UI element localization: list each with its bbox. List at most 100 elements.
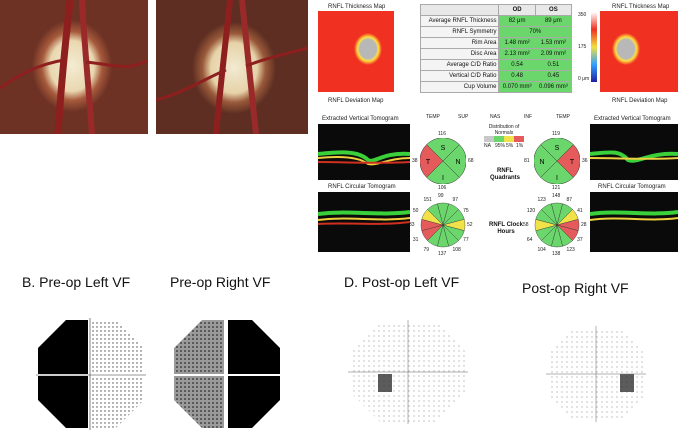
- vf-post-op-right: [546, 326, 646, 422]
- quad-od-s: S: [441, 145, 446, 152]
- value-od: 82 μm: [498, 15, 536, 27]
- legend-swatches: [484, 136, 524, 142]
- vertical-tomogram-title-od: Extracted Vertical Tomogram: [322, 116, 399, 122]
- quad-od-top-value: 116: [438, 131, 446, 137]
- clock-hours-label: RNFL Clock Hours: [489, 222, 523, 235]
- value-od: 0.54: [498, 59, 536, 71]
- quad-os-left-value: 81: [524, 158, 530, 164]
- axis-temp-1: TEMP: [426, 114, 440, 120]
- quad-od-i: I: [442, 175, 444, 182]
- value-symmetry: 70%: [498, 26, 572, 38]
- clock-value: 41: [577, 207, 583, 214]
- vertical-tomogram-os: [590, 124, 678, 180]
- clock-value: 148: [552, 193, 561, 199]
- rnfl-summary-table: OD OS Average RNFL Thickness 82 μm 89 μm RN…: [419, 4, 573, 93]
- clock-sector: [541, 203, 558, 226]
- value-os: 0.45: [534, 70, 573, 82]
- clock-value: 104: [537, 247, 546, 254]
- fundus-photo-right: [155, 0, 309, 135]
- clock-value: 52: [467, 222, 473, 228]
- header-od: OD: [498, 4, 536, 16]
- clock-sector: [427, 203, 444, 226]
- clock-value: 28: [581, 222, 587, 228]
- vf-post-op-left: [348, 320, 468, 424]
- circular-tomogram-od: [318, 192, 410, 252]
- quad-os-t: T: [570, 159, 575, 166]
- thickness-map-title-os: RNFL Thickness Map: [612, 4, 670, 10]
- value-od: 0.070 mm³: [498, 81, 536, 93]
- clock-value: 50: [412, 207, 419, 214]
- quad-os-i: I: [556, 175, 558, 182]
- deviation-map-title-os: RNFL Deviation Map: [612, 98, 668, 104]
- value-os: 2.09 mm²: [534, 48, 573, 60]
- value-os: 0.51: [534, 59, 573, 71]
- legend-1: 1%: [516, 143, 524, 149]
- scale-min: 0 μm: [578, 76, 590, 82]
- axis-sup: SUP: [458, 114, 469, 120]
- circular-tomogram-os: [590, 192, 678, 252]
- row-label: Vertical C/D Ratio: [419, 70, 500, 82]
- value-os: 1.53 mm²: [534, 37, 573, 49]
- value-os: 89 μm: [534, 15, 573, 27]
- row-label: Rim Area: [419, 37, 500, 49]
- label-b-left-vf: B. Pre-op Left VF: [22, 274, 131, 290]
- quad-od-bottom-value: 106: [438, 185, 447, 191]
- circular-tomogram-title-od: RNFL Circular Tomogram: [328, 184, 396, 190]
- clock-value: 33: [409, 222, 415, 228]
- clock-value: 108: [452, 247, 461, 254]
- fundus-photo-left: [0, 0, 149, 135]
- quad-os-s: S: [555, 145, 560, 152]
- thickness-map-os: [600, 11, 678, 92]
- clock-value: 151: [423, 196, 432, 203]
- fundus-vessels-left: [0, 0, 149, 135]
- row-label: Average C/D Ratio: [419, 59, 500, 71]
- value-od: 0.48: [498, 70, 536, 82]
- legend-5: 5%: [506, 143, 514, 149]
- legend-title: Distribution of Normals: [488, 124, 520, 136]
- quad-od-left-value: 38: [412, 158, 418, 164]
- value-os: 0.096 mm³: [534, 81, 573, 93]
- clock-value: 97: [452, 196, 459, 203]
- axis-nas: NAS: [490, 114, 501, 120]
- label-d-left-vf: D. Post-op Left VF: [344, 274, 460, 290]
- row-label: Average RNFL Thickness: [419, 15, 500, 27]
- axis-inf: INF: [524, 114, 533, 120]
- header-os: OS: [534, 4, 573, 16]
- label-post-right-vf: Post-op Right VF: [522, 280, 629, 296]
- vf-pre-op-left: [36, 318, 146, 430]
- vf-pre-op-right: [172, 318, 282, 430]
- row-label: Cup Volume: [419, 81, 500, 93]
- clock-value: 137: [438, 251, 447, 257]
- thickness-scale-bar: [591, 12, 597, 82]
- clock-value: 87: [566, 196, 573, 203]
- clock-value: 75: [463, 207, 469, 214]
- deviation-map-title-od: RNFL Deviation Map: [328, 98, 384, 104]
- scale-max: 350: [578, 12, 587, 18]
- axis-temp-2: TEMP: [556, 114, 570, 120]
- quadrants-label: RNFL Quadrants: [489, 168, 520, 181]
- clock-value: 123: [566, 247, 575, 254]
- label-pre-right-vf: Pre-op Right VF: [170, 274, 271, 290]
- row-label: Disc Area: [419, 48, 500, 60]
- vertical-tomogram-od: [318, 124, 410, 180]
- clock-value: 120: [526, 207, 536, 214]
- clock-value: 138: [552, 251, 561, 257]
- clock-pie-od: [420, 202, 466, 248]
- quad-os-right-value: 36: [582, 158, 588, 164]
- value-od: 1.48 mm²: [498, 37, 536, 49]
- legend-95: 95%: [495, 143, 506, 149]
- clock-value: 58: [523, 222, 529, 228]
- quad-od-n: N: [455, 159, 460, 166]
- quad-od-t: T: [426, 159, 431, 166]
- quad-os-bottom-value: 121: [552, 185, 561, 191]
- thickness-map-od: [318, 11, 394, 92]
- clock-pie-os: [534, 202, 580, 248]
- quadrant-pie-os: S N T I: [534, 138, 580, 184]
- clock-value: 64: [526, 236, 533, 243]
- quad-os-n: N: [539, 159, 544, 166]
- clock-value: 123: [537, 196, 546, 203]
- value-od: 2.13 mm²: [498, 48, 536, 60]
- blank-header: [419, 4, 500, 16]
- clock-value: 79: [423, 247, 430, 254]
- clock-value: 77: [463, 236, 469, 243]
